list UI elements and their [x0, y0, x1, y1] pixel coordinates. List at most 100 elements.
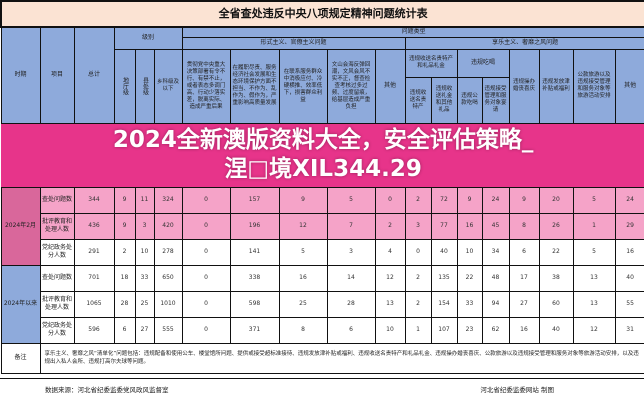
value-cell: 6	[508, 238, 540, 266]
value-cell: 324	[153, 186, 183, 214]
value-cell: 12	[572, 316, 616, 344]
table-row: 党纪政务处分人数 291 2 10 278 0 141 5 3 4 0 40 10 34 6 22 5 16	[1, 238, 644, 266]
value-cell: 33	[456, 290, 483, 318]
value-cell: 5	[572, 238, 616, 266]
header-item: 项目	[39, 26, 75, 124]
value-cell: 9	[113, 186, 136, 214]
item-cell: 党纪政务处分人数	[39, 238, 75, 266]
value-cell: 45	[481, 212, 510, 240]
value-cell: 14	[326, 264, 376, 292]
value-cell: 196	[229, 212, 280, 240]
footer-credit: 河北省纪委监委网站 制图	[480, 386, 554, 394]
header-gifts-col: 违规收送名贵特产	[404, 76, 432, 124]
table-row: 批评教育和处理人数 1065 28 25 1010 0 598 25 28 13 2 154 33 94 2…	[1, 290, 644, 318]
value-cell: 6	[113, 316, 136, 344]
value-cell: 3	[326, 238, 376, 266]
value-cell: 598	[229, 290, 280, 318]
value-cell: 0	[181, 238, 231, 266]
value-cell: 141	[229, 238, 280, 266]
value-cell: 157	[229, 186, 280, 214]
value-cell: 9	[113, 212, 136, 240]
value-cell: 344	[73, 186, 115, 214]
value-cell: 40	[538, 316, 574, 344]
value-cell: 72	[430, 186, 458, 214]
header-dining-col: 违规接受管理和服务对象宴请	[481, 76, 510, 124]
footer-source: 数据来源：河北省纪委监委党风政风监督室	[45, 386, 169, 394]
value-cell: 5	[572, 186, 616, 214]
value-cell: 25	[134, 290, 155, 318]
item-cell: 党纪政务处分人数	[39, 316, 75, 344]
value-cell: 2	[374, 212, 406, 240]
header-formalism-col: 文山会海反弹回潮，文风会风不实不正，督查检查考核过多过频、过度留痕，给基层造成严…	[326, 48, 376, 124]
value-cell: 1	[404, 316, 432, 344]
value-cell: 0	[181, 316, 231, 344]
value-cell: 16	[278, 264, 328, 292]
value-cell: 3	[404, 212, 432, 240]
value-cell: 555	[153, 316, 183, 344]
header-hedonism-col: 违规操办婚丧喜庆	[508, 48, 540, 124]
header-gifts-col: 违规收送礼金和其他礼品	[430, 76, 458, 124]
header-level-township: 乡科级及以下	[153, 48, 183, 124]
table-row: 2024年2月 查处问题数 344 9 11 324 0 157 9 5 0 2 72 9 24 9 20 5 24	[0, 186, 644, 266]
header-hedonism-col: 违规发放津补贴或福利	[538, 48, 574, 124]
value-cell: 154	[430, 290, 458, 318]
value-cell: 0	[404, 238, 432, 266]
watermark-banner: 2024全新澳版资料大全，安全评估策略_ 涅□境XIL344.29	[1, 123, 644, 187]
value-cell: 8	[508, 212, 540, 240]
value-cell: 338	[229, 264, 280, 292]
value-cell: 22	[538, 238, 574, 266]
value-cell: 420	[153, 212, 183, 240]
value-cell: 28	[113, 290, 136, 318]
value-cell: 2	[113, 238, 136, 266]
header-level-prefecture: 地厅级	[113, 48, 136, 124]
header-formalism-col: 在联系服务群众中消极应付、冷硬横推、效率低下，损害群众利益	[278, 48, 328, 124]
value-cell: 278	[153, 238, 183, 266]
value-cell: 29	[614, 212, 644, 240]
value-cell: 94	[481, 290, 510, 318]
value-cell: 9	[278, 186, 328, 214]
value-cell: 436	[73, 212, 115, 240]
value-cell: 1065	[73, 290, 115, 318]
value-cell: 48	[481, 264, 510, 292]
value-cell: 2	[404, 290, 432, 318]
value-cell: 34	[481, 238, 510, 266]
item-cell: 批评教育和处理人数	[39, 290, 75, 318]
note-text: 享乐主义、奢靡之风“清单化”问题包括：违规配备和使用公车、楼堂馆所问题、提供或接…	[39, 342, 644, 374]
value-cell: 291	[73, 238, 115, 266]
note-label: 备注	[0, 342, 41, 374]
watermark-line-1: 2024全新澳版资料大全，安全评估策略_	[112, 127, 534, 153]
value-cell: 24	[481, 186, 510, 214]
value-cell: 0	[374, 186, 406, 214]
value-cell: 9	[508, 186, 540, 214]
header-dining-group: 违规吃喝	[456, 48, 510, 78]
footer-bar: 数据来源：河北省纪委监委党风政风监督室 河北省纪委监委网站 制图	[0, 378, 644, 399]
header-hedonism-other: 其他	[614, 48, 644, 124]
value-cell: 62	[481, 316, 510, 344]
value-cell: 107	[430, 316, 458, 344]
value-cell: 2	[404, 264, 432, 292]
value-cell: 596	[73, 316, 115, 344]
header-formalism-col: 在履职尽责、服务经济社会发展和生态环境保护方面不担当、不作为、乱作为、假作为，严…	[229, 48, 280, 124]
value-cell: 26	[538, 212, 574, 240]
header-dining-col: 违规公款吃喝	[456, 76, 483, 124]
value-cell: 13	[572, 264, 616, 292]
value-cell: 55	[614, 290, 644, 318]
value-cell: 16	[508, 316, 540, 344]
value-cell: 10	[374, 316, 406, 344]
value-cell: 28	[326, 290, 376, 318]
value-cell: 27	[508, 290, 540, 318]
value-cell: 33	[134, 264, 155, 292]
table-title: 全省查处违反中央八项规定精神问题统计表	[0, 0, 644, 28]
header-total: 总计	[73, 26, 115, 124]
statistics-table: 全省查处违反中央八项规定精神问题统计表 时期 项目 总计 级别 问题类型 形式主…	[0, 0, 644, 374]
table-row: 批评教育和处理人数 436 9 3 420 0 196 12 7 2 3 77 16 45 8 26 1 29	[1, 212, 644, 240]
value-cell: 40	[614, 264, 644, 292]
value-cell: 22	[456, 264, 483, 292]
header-problem-type: 问题类型	[181, 26, 644, 38]
value-cell: 77	[430, 212, 458, 240]
value-cell: 1	[572, 212, 616, 240]
item-cell: 查处问题数	[39, 186, 75, 214]
period-cell: 2024年2月	[0, 186, 41, 266]
header-level: 级别	[113, 26, 183, 50]
value-cell: 13	[374, 290, 406, 318]
